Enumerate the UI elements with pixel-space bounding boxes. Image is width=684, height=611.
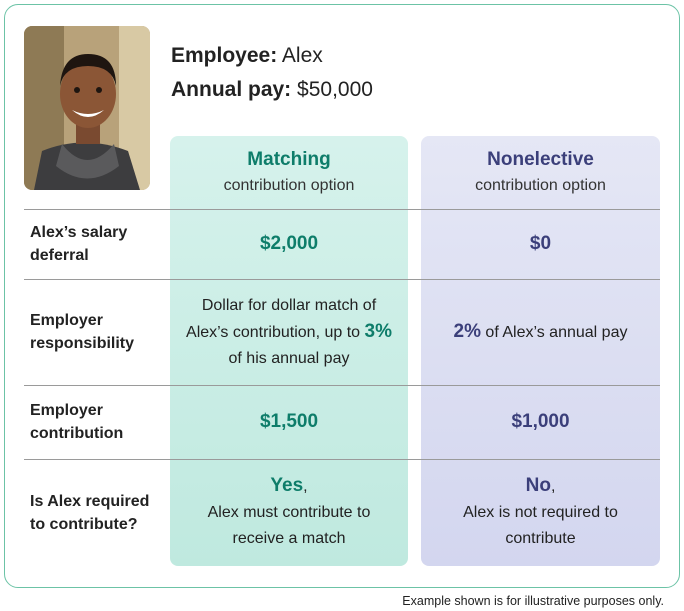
cell-emphasis: $1,000 <box>511 410 570 432</box>
cell-emphasis: No <box>525 475 551 496</box>
row-divider <box>24 209 660 210</box>
cell-text: No, <box>526 473 556 500</box>
matching-panel <box>170 136 408 566</box>
employee: Employee: Alex <box>171 44 323 68</box>
row-divider <box>24 385 660 386</box>
cell-text-after: , <box>550 478 556 495</box>
cell-emphasis: $2,000 <box>259 232 319 254</box>
employee-name: Alex <box>281 44 323 67</box>
footnote: Example shown is for illustrative purpos… <box>402 594 664 608</box>
cell: Yes, Alex must contribute to receive a ma… <box>184 459 394 566</box>
cell-text: $0 <box>530 231 551 258</box>
pay-value: $50,000 <box>297 78 373 101</box>
frame <box>4 4 680 588</box>
photo <box>24 26 150 190</box>
row-divider <box>24 459 660 460</box>
row-label: Employer contribution <box>30 402 124 442</box>
cell-emphasis: 2% <box>453 320 481 342</box>
cell-text: Yes, <box>270 473 307 500</box>
cell-text-before: Dollar for dollar match of Alex’s contri… <box>186 296 377 341</box>
cell: $1,000 <box>435 385 646 459</box>
column-subtitle: contribution option <box>475 177 606 194</box>
cell-text: $2,000 <box>260 231 318 258</box>
cell-text: Dollar for dollar match of Alex’s contri… <box>184 293 394 372</box>
cell: $0 <box>435 209 646 279</box>
cell-text: 2% of Alex’s annual pay <box>454 319 628 346</box>
annual-pay: Annual pay: $50,000 <box>171 78 373 102</box>
column-title: Nonelective <box>487 149 594 170</box>
row-label: Is Alex required to contribute? <box>30 492 150 533</box>
cell-note: Alex is not required to contribute <box>463 504 618 547</box>
column-title: Matching <box>247 149 331 170</box>
cell-text-after: of his annual pay <box>228 349 350 367</box>
cell-text-after: , <box>303 478 308 495</box>
cell-text: $1,500 <box>260 409 318 436</box>
cell-emphasis: $0 <box>529 232 552 254</box>
cell: $1,500 <box>184 385 394 459</box>
cell: Dollar for dollar match of Alex’s contri… <box>184 279 394 385</box>
row-label: Alex’s salary deferral <box>30 224 128 264</box>
cell-emphasis: Yes <box>270 475 304 496</box>
cell-text: $1,000 <box>511 409 569 436</box>
row-label: Employer responsibility <box>30 312 135 352</box>
row-divider <box>24 279 660 280</box>
cell: 2% of Alex’s annual pay <box>435 279 646 385</box>
cell-emphasis: 3% <box>364 320 392 342</box>
cell: No, Alex is not required to contribute <box>435 459 646 566</box>
cell-text-after: of Alex’s annual pay <box>480 323 628 341</box>
pay-label: Annual pay: <box>171 78 292 101</box>
nonelective-panel <box>421 136 660 566</box>
cell-note: Alex must contribute to receive a match <box>207 504 371 547</box>
cell-emphasis: $1,500 <box>259 410 319 432</box>
cell: $2,000 <box>184 209 394 279</box>
column-subtitle: contribution option <box>223 177 355 194</box>
employee-label: Employee: <box>171 44 278 67</box>
